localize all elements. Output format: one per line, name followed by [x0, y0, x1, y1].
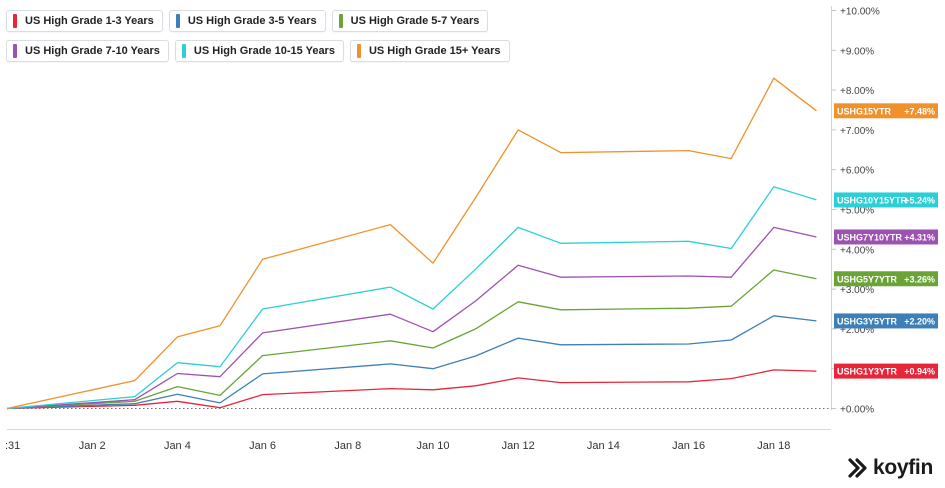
end-label-ticker: USHG10Y15YTR	[837, 196, 908, 206]
end-label-box	[834, 363, 938, 379]
y-tick-label: +4.00%	[840, 245, 874, 256]
end-label-ticker: USHG1Y3YTR	[837, 367, 898, 377]
legend-label: US High Grade 3-5 Years	[187, 15, 317, 27]
legend-swatch	[13, 44, 17, 58]
end-label: USHG15YTR +7.48%	[834, 103, 938, 119]
series-line	[6, 186, 817, 410]
series-end-labels: USHG1Y3YTR +0.94% USHG3Y5YTR +2.20% USHG5Y7Y…	[834, 103, 938, 379]
legend-item[interactable]: US High Grade 15+ Years	[349, 40, 510, 62]
series-line	[6, 226, 817, 410]
y-tick-label: +2.00%	[840, 325, 874, 336]
y-tick-label: +9.00%	[840, 46, 874, 57]
end-label-ticker: USHG5Y7YTR	[837, 274, 898, 284]
y-tick-label: +8.00%	[840, 86, 874, 97]
legend-swatch	[356, 44, 361, 58]
legend-swatch	[338, 14, 343, 28]
x-tick-label: Jan 12	[502, 440, 535, 452]
end-label-ticker: USHG3Y5YTR	[837, 317, 898, 327]
legend-item[interactable]: US High Grade 5-7 Years	[331, 10, 489, 32]
legend-label: US High Grade 7-10 Years	[25, 45, 160, 57]
x-tick-label: Jan 6	[249, 440, 276, 452]
series-line	[6, 369, 817, 410]
end-label: USHG5Y7YTR +3.26%	[834, 271, 938, 287]
end-label-value: +4.31%	[904, 233, 935, 243]
series-line	[6, 269, 817, 410]
legend-label: US High Grade 1-3 Years	[25, 15, 154, 27]
legend-item[interactable]: US High Grade 10-15 Years	[174, 40, 344, 62]
x-tick-label: Jan 8	[334, 440, 361, 452]
brand-logo: koyfin	[847, 456, 933, 480]
end-label: USHG1Y3YTR +0.94%	[834, 363, 938, 379]
y-tick-label: +7.00%	[840, 126, 874, 137]
end-label: USHG7Y10YTR +4.31%	[834, 229, 938, 245]
end-label-box	[834, 103, 938, 119]
x-tick-label: Jan 16	[672, 440, 705, 452]
end-label: USHG10Y15YTR+5.24%	[834, 192, 938, 208]
y-tick-label: +6.00%	[840, 166, 874, 177]
end-label-value: +3.26%	[904, 274, 935, 284]
y-axis-ticks: +0.00%+1.00%+2.00%+3.00%+4.00%+5.00%+6.0…	[831, 7, 880, 416]
end-label-box	[834, 271, 938, 287]
end-label-ticker: USHG15YTR	[837, 106, 892, 116]
end-label-box	[834, 192, 938, 208]
x-tick-label: :31	[5, 440, 20, 452]
end-label: USHG3Y5YTR +2.20%	[834, 313, 938, 329]
legend-swatch	[181, 44, 186, 58]
end-label-value: +5.24%	[904, 196, 935, 206]
end-label-value: +7.48%	[904, 106, 935, 116]
legend-swatch	[175, 14, 180, 28]
y-tick-label: +3.00%	[840, 285, 874, 296]
koyfin-logo-icon	[848, 458, 867, 478]
legend-item[interactable]: US High Grade 7-10 Years	[6, 40, 169, 62]
x-tick-label: Jan 18	[757, 440, 790, 452]
legend-item[interactable]: US High Grade 1-3 Years	[6, 10, 163, 32]
x-tick-label: Jan 2	[79, 440, 106, 452]
series-lines	[6, 77, 817, 410]
end-label-value: +2.20%	[904, 317, 935, 327]
y-tick-label: +0.00%	[840, 405, 874, 416]
series-line	[6, 77, 817, 410]
y-tick-label: +5.00%	[840, 206, 874, 217]
x-tick-label: Jan 10	[416, 440, 449, 452]
end-label-box	[834, 229, 938, 245]
legend-swatch	[13, 14, 17, 28]
legend-item[interactable]: US High Grade 3-5 Years	[168, 10, 326, 32]
brand-name: koyfin	[872, 456, 933, 479]
end-label-box	[834, 313, 938, 329]
y-tick-label: +10.00%	[840, 7, 880, 18]
x-tick-label: Jan 14	[587, 440, 620, 452]
legend-label: US High Grade 15+ Years	[368, 45, 501, 57]
end-label-ticker: USHG7Y10YTR	[837, 233, 903, 243]
x-tick-label: Jan 4	[164, 440, 191, 452]
x-axis-ticks: :31 Jan 2 Jan 4 Jan 6 Jan 8 Jan 10 Jan 12 Jan 1…	[5, 440, 790, 452]
legend-label: US High Grade 5-7 Years	[350, 15, 480, 27]
legend-label: US High Grade 10-15 Years	[193, 45, 335, 57]
series-line	[6, 315, 817, 410]
chart-legend: US High Grade 1-3 Years US High Grade 3-…	[6, 10, 646, 62]
end-label-value: +0.94%	[904, 367, 935, 377]
